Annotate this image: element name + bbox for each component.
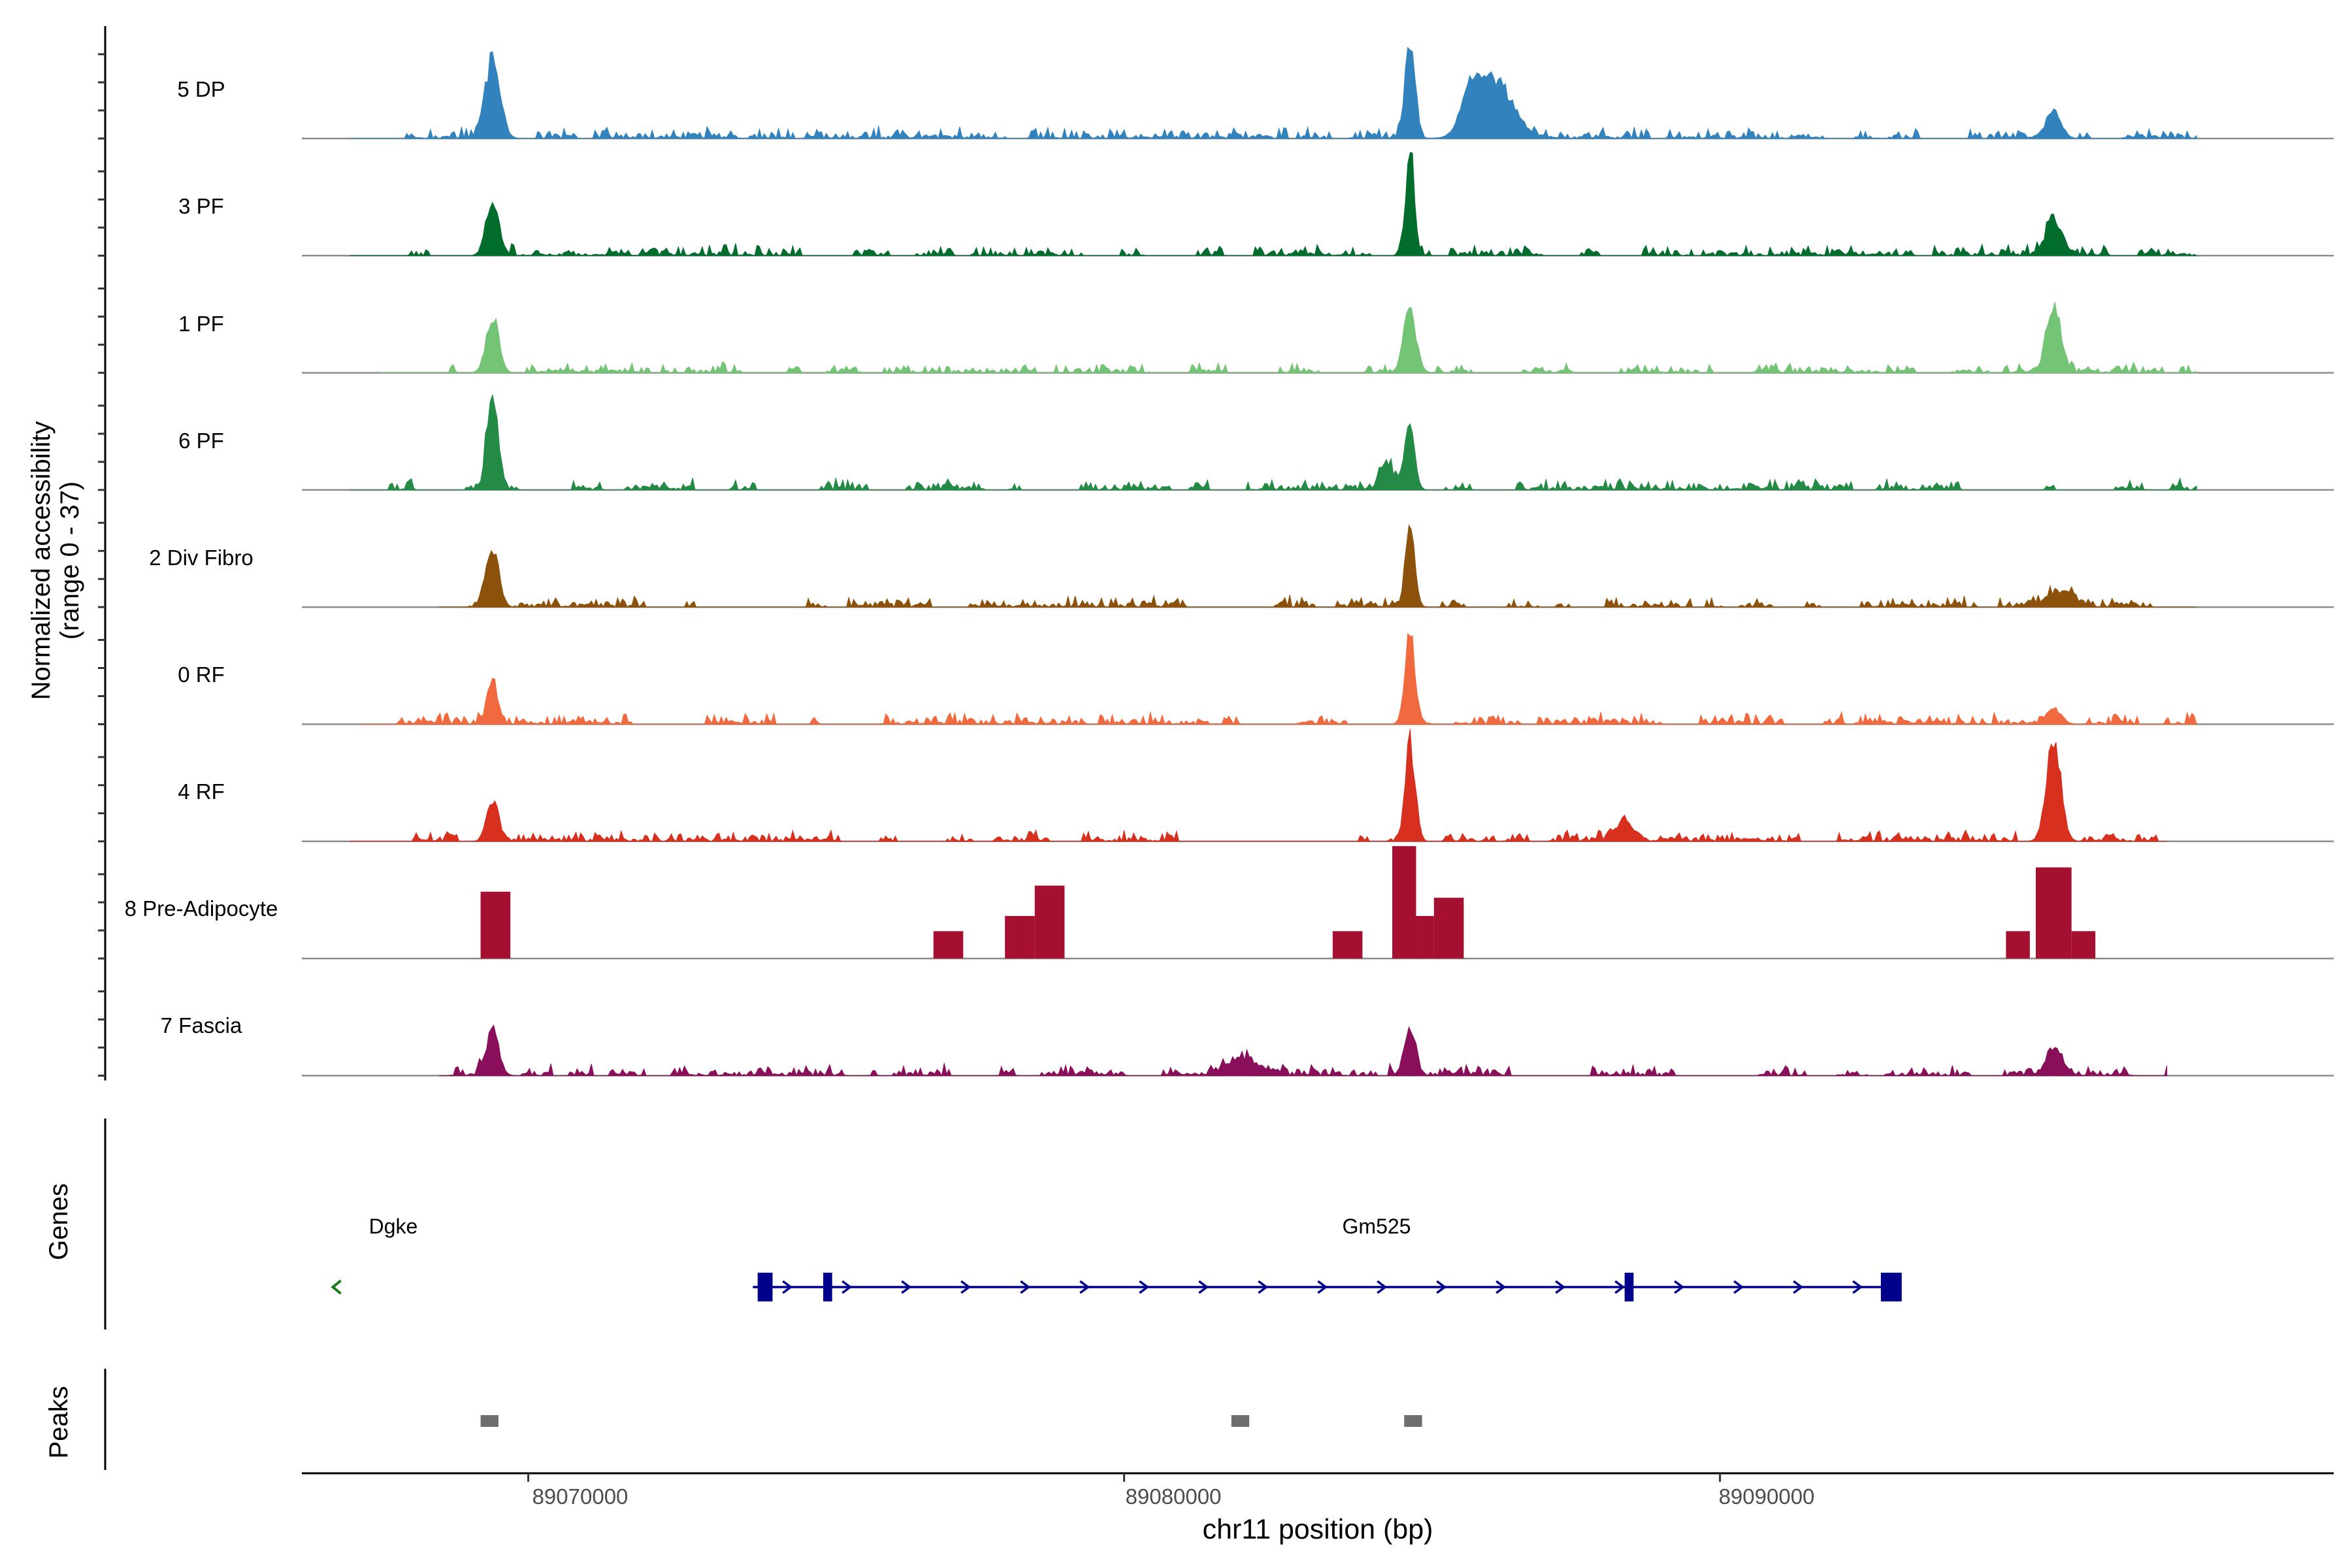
coverage-area	[350, 394, 2197, 491]
gene-strand-arrow	[782, 1280, 793, 1294]
track-label-3-pf: 3 PF	[178, 194, 224, 218]
coverage-area	[379, 301, 2198, 374]
x-tick-label-3: 89090000	[1719, 1484, 1815, 1509]
track-5-dp	[302, 46, 2334, 140]
gene-strand-arrow	[1198, 1280, 1209, 1294]
coverage-block	[2006, 931, 2030, 959]
gene-strand-arrow	[1020, 1280, 1031, 1294]
gene-label-dgke: Dgke	[369, 1215, 418, 1238]
gene-strand-arrow	[1436, 1280, 1447, 1294]
coverage-area	[438, 1024, 2168, 1077]
track-label-5-dp: 5 DP	[177, 77, 225, 101]
genes-layer	[331, 1273, 1902, 1301]
gene-strand-arrow	[841, 1280, 853, 1294]
coverage-ylabel-line2: (range 0 - 37)	[56, 482, 84, 640]
gene-strand-arrow	[1079, 1280, 1090, 1294]
peak-region-3	[1404, 1415, 1422, 1427]
coverage-block	[1433, 898, 1464, 959]
track-0-rf	[302, 632, 2334, 725]
track-label-6-pf: 6 PF	[178, 429, 224, 453]
coverage-area	[350, 728, 2167, 843]
track-4-rf	[302, 728, 2334, 843]
coverage-ylabel-line1: Normalized accessibility	[27, 421, 56, 700]
gene-exon	[1624, 1273, 1634, 1301]
coverage-block	[480, 891, 511, 959]
gene-strand-arrow	[901, 1280, 912, 1294]
x-tick-label-2: 89080000	[1126, 1484, 1222, 1509]
gene-exon	[823, 1273, 832, 1301]
coverage-block	[2071, 931, 2096, 959]
coverage-area	[350, 152, 2197, 257]
coverage-block	[1392, 846, 1416, 959]
x-tick-label-1: 89070000	[532, 1484, 629, 1509]
coverage-block	[1332, 931, 1363, 959]
track-labels: 5 DP 3 PF 1 PF 6 PF 2 Div Fibro 0 RF 4 R…	[125, 77, 278, 1037]
gene-strand-arrow	[960, 1280, 972, 1294]
coverage-area	[361, 632, 2197, 725]
peaks-layer	[480, 1415, 1422, 1427]
gene-strand-arrow	[1139, 1280, 1150, 1294]
coverage-block	[1034, 885, 1065, 959]
track-label-4-rf: 4 RF	[178, 779, 225, 804]
peak-region-1	[480, 1415, 498, 1427]
gene-strand-arrow	[1614, 1280, 1625, 1294]
gene-strand-arrow	[1258, 1280, 1269, 1294]
gene-strand-arrow	[1852, 1280, 1863, 1294]
track-7-fascia	[302, 1024, 2334, 1077]
gene-strand-arrow	[1377, 1280, 1388, 1294]
gene-strand-arrow	[1674, 1280, 1685, 1294]
gene-exon	[757, 1273, 773, 1301]
track-label-1-pf: 1 PF	[178, 312, 224, 336]
genes-axis-label: Genes	[44, 1183, 73, 1260]
axes-layer	[98, 26, 2334, 1482]
gene-strand-arrow	[1495, 1280, 1507, 1294]
gene-strand-arrow	[1793, 1280, 1804, 1294]
track-label-0-rf: 0 RF	[178, 662, 225, 687]
gene-strand-arrow	[1317, 1280, 1328, 1294]
coverage-block	[933, 931, 964, 959]
gene-exon	[1880, 1273, 1902, 1301]
x-axis-title: chr11 position (bp)	[1203, 1514, 1433, 1545]
gene-gm525	[753, 1273, 1902, 1301]
track-label-7-fascia: 7 Fascia	[161, 1013, 242, 1037]
gene-dgke	[331, 1279, 342, 1295]
gene-label-gm525: Gm525	[1343, 1215, 1411, 1238]
peak-region-2	[1231, 1415, 1250, 1427]
track-1-pf	[302, 301, 2334, 374]
gene-strand-arrow	[1733, 1280, 1744, 1294]
track-6-pf	[302, 394, 2334, 491]
track-2-div-fibro	[302, 524, 2334, 608]
track-8-pre-adipocyte	[302, 846, 2334, 960]
coverage-block	[1416, 916, 1434, 959]
track-3-pf	[302, 152, 2334, 257]
gene-strand-arrow	[1555, 1280, 1566, 1294]
coverage-block	[1005, 916, 1035, 959]
track-label-8-pre-adipocyte: 8 Pre-Adipocyte	[125, 896, 278, 921]
track-label-2-div-fibro: 2 Div Fibro	[149, 546, 253, 570]
coverage-area	[438, 524, 2197, 608]
coverage-block	[2035, 867, 2072, 959]
tracks-layer	[302, 46, 2334, 1077]
peaks-axis-label: Peaks	[44, 1386, 73, 1458]
coverage-area	[350, 46, 2197, 140]
gene-strand-arrow	[331, 1279, 342, 1295]
